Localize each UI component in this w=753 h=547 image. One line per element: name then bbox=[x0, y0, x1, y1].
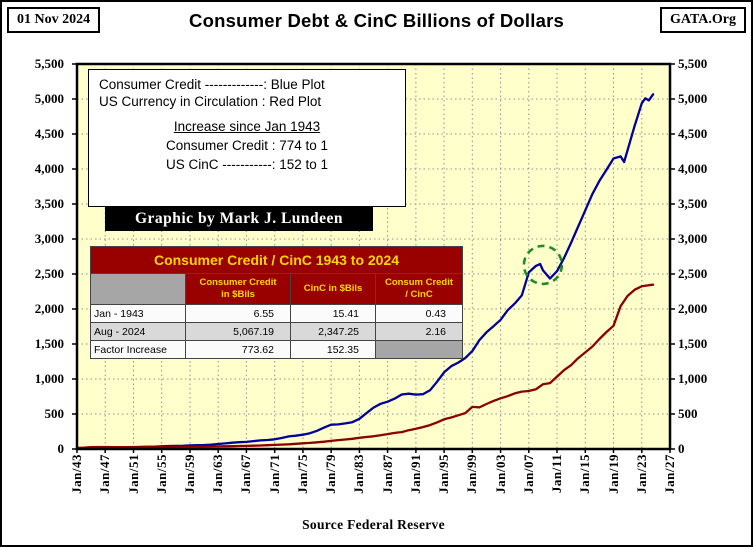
y-tick-label: 2,500 bbox=[678, 266, 708, 281]
col-ratio: Consum Credit / CinC bbox=[374, 273, 464, 305]
x-tick-label: Jan/55 bbox=[153, 454, 169, 494]
table-corner-cell bbox=[90, 273, 186, 305]
col-consumer-credit: Consumer Credit in $Bils bbox=[185, 273, 291, 305]
x-tick-label: Jan/11 bbox=[549, 454, 564, 494]
legend-subtitle: Increase since Jan 1943 bbox=[173, 119, 321, 134]
y-tick-label: 4,000 bbox=[34, 161, 64, 176]
table-title: Consumer Credit / CinC 1943 to 2024 bbox=[89, 246, 464, 274]
legend-increase-credit: Consumer Credit : 774 to 1 bbox=[165, 138, 329, 153]
x-tick-label: Jan/95 bbox=[436, 454, 452, 494]
x-tick-label: Jan/15 bbox=[577, 454, 593, 494]
cell-value: 2.16 bbox=[374, 322, 464, 341]
source-label: Source Federal Reserve bbox=[302, 517, 445, 532]
cell-value: 6.55 bbox=[185, 304, 291, 323]
y-tick-label: 1,000 bbox=[678, 371, 708, 386]
x-tick-label: Jan/87 bbox=[379, 454, 395, 494]
x-tick-label: Jan/07 bbox=[520, 454, 536, 494]
cell-value: 2,347.25 bbox=[290, 322, 376, 341]
x-tick-label: Jan/23 bbox=[633, 454, 649, 494]
y-tick-label: 0 bbox=[57, 441, 65, 456]
x-tick-label: Jan/19 bbox=[605, 454, 621, 494]
y-tick-label: 4,500 bbox=[34, 126, 64, 141]
table-row: Factor Increase 773.62 152.35 bbox=[90, 340, 464, 359]
y-axis-labels-right: 0 500 1,000 1,500 2,000 2,500 3,000 3,500 4,000 4… bbox=[678, 56, 748, 456]
y-tick-label: 5,500 bbox=[34, 56, 64, 71]
y-tick-label: 0 bbox=[678, 441, 685, 456]
y-tick-label: 1,500 bbox=[678, 336, 708, 351]
y-tick-label: 5,000 bbox=[678, 91, 708, 106]
stats-table: Consumer Credit / CinC 1943 to 2024 Cons… bbox=[89, 246, 464, 359]
y-tick-label: 3,500 bbox=[678, 196, 708, 211]
x-tick-label: Jan/75 bbox=[294, 454, 310, 494]
y-tick-label: 3,000 bbox=[34, 231, 64, 246]
legend-consumer-credit: Consumer Credit -------------: Blue Plot bbox=[99, 77, 325, 92]
cell-blank bbox=[374, 340, 464, 359]
x-tick-label: Jan/03 bbox=[492, 454, 508, 494]
row-label: Aug - 2024 bbox=[90, 322, 186, 341]
cell-value: 15.41 bbox=[290, 304, 376, 323]
legend-box: Consumer Credit -------------: Blue Plot… bbox=[88, 69, 406, 207]
cell-value: 773.62 bbox=[185, 340, 291, 359]
y-tick-label: 5,000 bbox=[34, 91, 64, 106]
y-tick-label: 5,500 bbox=[678, 56, 708, 71]
y-axis-labels-left: 0 500 1,000 1,500 2,000 2,500 3,000 3,500 4,000 4… bbox=[4, 56, 68, 456]
x-tick-label: Jan/79 bbox=[323, 454, 339, 494]
cell-value: 152.35 bbox=[290, 340, 376, 359]
legend-increase-cinc: US CinC -----------: 152 to 1 bbox=[165, 157, 328, 172]
x-tick-label: Jan/91 bbox=[407, 454, 423, 494]
x-axis-labels: Jan/43 Jan/47 Jan/51 Jan/55 Jan/59 Jan/63 Jan/… bbox=[69, 452, 677, 514]
site-label: GATA.Org bbox=[660, 7, 746, 33]
x-tick-label: Jan/99 bbox=[464, 454, 480, 494]
credit-banner: Graphic by Mark J. Lundeen bbox=[105, 206, 373, 231]
y-tick-label: 500 bbox=[678, 406, 698, 421]
x-tick-label: Jan/43 bbox=[69, 454, 84, 494]
y-tick-label: 2,500 bbox=[34, 266, 64, 281]
x-tick-label: Jan/67 bbox=[238, 454, 254, 494]
x-tick-label: Jan/83 bbox=[351, 454, 367, 494]
y-tick-label: 4,000 bbox=[678, 161, 708, 176]
x-tick-label: Jan/63 bbox=[210, 454, 226, 494]
y-tick-label: 3,000 bbox=[678, 231, 708, 246]
table-row: Jan - 1943 6.55 15.41 0.43 bbox=[90, 304, 464, 323]
y-tick-label: 1,000 bbox=[34, 371, 64, 386]
cell-value: 0.43 bbox=[374, 304, 464, 323]
table-header-row: Consumer Credit in $Bils CinC in $Bils C… bbox=[90, 273, 464, 305]
x-tick-label: Jan/47 bbox=[97, 454, 113, 494]
y-tick-label: 500 bbox=[44, 406, 65, 421]
cell-value: 5,067.19 bbox=[185, 322, 291, 341]
y-tick-label: 3,500 bbox=[34, 196, 64, 211]
x-tick-label: Jan/71 bbox=[266, 454, 282, 494]
row-label: Jan - 1943 bbox=[90, 304, 186, 323]
table-row: Aug - 2024 5,067.19 2,347.25 2.16 bbox=[90, 322, 464, 341]
y-tick-label: 2,000 bbox=[34, 301, 64, 316]
page-title: Consumer Debt & CinC Billions of Dollars bbox=[189, 10, 564, 31]
col-cinc: CinC in $Bils bbox=[290, 273, 376, 305]
legend-cinc: US Currency in Circulation : Red Plot bbox=[99, 94, 322, 109]
y-tick-label: 4,500 bbox=[678, 126, 708, 141]
x-tick-label: Jan/59 bbox=[182, 454, 197, 494]
x-tick-label: Jan/27 bbox=[662, 454, 677, 494]
date-stamp: 01 Nov 2024 bbox=[7, 7, 101, 33]
y-tick-label: 2,000 bbox=[678, 301, 708, 316]
x-tick-label: Jan/51 bbox=[125, 454, 141, 494]
y-tick-label: 1,500 bbox=[34, 336, 64, 351]
row-label: Factor Increase bbox=[90, 340, 186, 359]
